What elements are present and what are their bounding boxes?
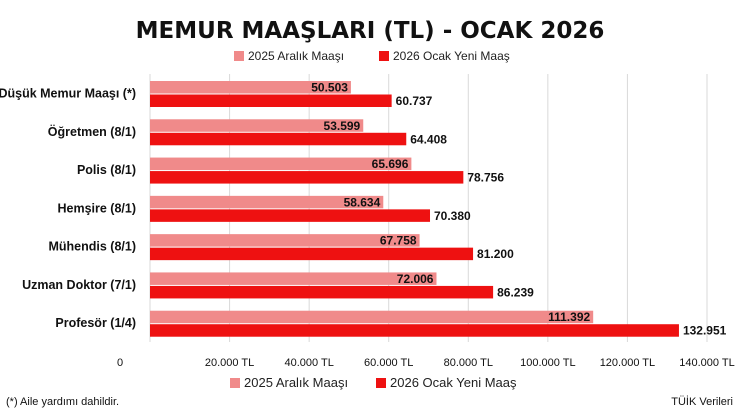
x-tick-label: 60.000 TL [364, 357, 413, 369]
bar-2026 [150, 171, 464, 184]
bar-2025 [150, 119, 364, 132]
legend-label: 2026 Ocak Yeni Maaş [390, 375, 517, 390]
x-tick-label: 140.000 TL [679, 357, 734, 369]
data-label: 60.737 [396, 94, 433, 108]
chart-title: MEMUR MAAŞLARI (TL) - OCAK 2026 [136, 18, 605, 44]
legend-label: 2025 Aralık Maaşı [248, 49, 344, 63]
bar-2025 [150, 234, 420, 247]
bar-2026 [150, 285, 494, 299]
x-tick-label: 20.000 TL [205, 357, 254, 369]
data-label: 58.634 [344, 195, 381, 209]
bar-2026 [150, 209, 431, 222]
category-label: Öğretmen (8/1) [48, 124, 136, 139]
category-label: Hemşire (8/1) [57, 201, 136, 215]
category-labels: En Düşük Memur Maaşı (*) Öğretmen (8/1) Po… [0, 87, 136, 331]
legend-label: 2026 Ocak Yeni Maaş [393, 49, 510, 63]
x-tick-label: 120.000 TL [600, 357, 655, 369]
data-label: 78.756 [467, 171, 504, 185]
data-label: 72.006 [397, 272, 434, 286]
category-label: En Düşük Memur Maaşı (*) [0, 87, 136, 101]
data-label: 86.239 [497, 285, 534, 299]
legend-swatch [230, 378, 240, 388]
bar-2025 [150, 157, 412, 171]
bar-2025 [150, 195, 384, 209]
legend-swatch [376, 378, 386, 388]
legend-bottom: 2025 Aralık Maaşı 2026 Ocak Yeni Maaş [230, 375, 517, 390]
x-tick-label: 40.000 TL [284, 357, 333, 369]
x-axis-ticks: 0 20.000 TL 40.000 TL 60.000 TL 80.000 TL 100… [117, 357, 735, 369]
legend-top: 2025 Aralık Maaşı 2026 Ocak Yeni Maaş [234, 49, 510, 63]
category-label: Polis (8/1) [77, 163, 136, 177]
legend-label: 2025 Aralık Maaşı [244, 375, 348, 390]
bar-2025 [150, 310, 594, 324]
category-label: Uzman Doktor (7/1) [22, 278, 136, 292]
data-label: 81.200 [477, 247, 514, 261]
footnote: (*) Aile yardımı dahildir. [6, 396, 119, 408]
data-label: 53.599 [324, 119, 361, 133]
data-label: 70.380 [434, 209, 471, 223]
x-tick-label: 0 [117, 357, 123, 369]
legend-swatch [234, 51, 244, 61]
bar-2026 [150, 132, 407, 146]
data-label: 132.951 [683, 324, 727, 338]
bar-2025 [150, 81, 351, 94]
legend-swatch [379, 51, 389, 61]
data-label: 64.408 [410, 132, 447, 146]
data-label: 111.392 [548, 310, 590, 324]
category-label: Profesör (1/4) [55, 316, 136, 330]
data-label: 50.503 [311, 81, 348, 95]
data-label: 65.696 [372, 157, 409, 171]
bar-2026 [150, 324, 679, 337]
x-tick-label: 100.000 TL [520, 357, 575, 369]
x-tick-label: 80.000 TL [444, 357, 493, 369]
category-label: Mühendis (8/1) [48, 240, 136, 254]
bar-2026 [150, 94, 392, 107]
bar-2025 [150, 272, 437, 285]
source-note: TÜİK Verileri [671, 395, 733, 408]
bar-2026 [150, 247, 474, 261]
data-label: 67.758 [380, 234, 417, 248]
